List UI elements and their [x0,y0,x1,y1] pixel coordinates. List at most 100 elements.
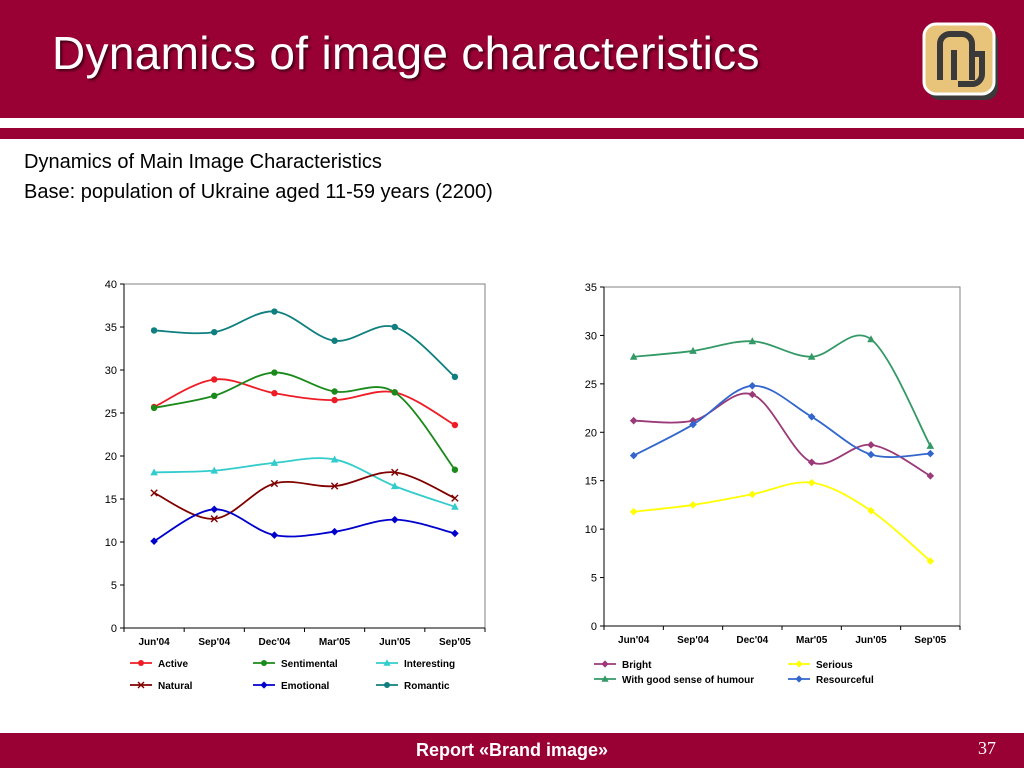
legend-marker [383,659,391,666]
data-point [150,489,158,497]
data-point [926,441,935,449]
data-point [150,537,158,545]
data-point [271,390,278,397]
legend-label: Natural [158,681,193,692]
data-point [629,451,638,460]
data-point [629,352,638,360]
data-point [271,369,278,376]
data-point [331,388,338,395]
legend-marker [601,675,609,682]
data-point [629,507,638,516]
slide-title: Dynamics of image characteristics [52,27,760,79]
y-tick-label: 25 [585,379,597,391]
data-point [689,420,697,429]
header-stripe [0,128,1024,139]
legend-marker [384,682,390,688]
x-tick-label: Jun'05 [379,637,411,648]
x-tick-label: Sep'05 [914,635,946,646]
series-line [153,378,456,426]
data-point [330,482,339,490]
series-bright [629,390,935,480]
data-point [270,531,279,539]
x-tick-label: Sep'05 [439,637,471,648]
data-point [270,458,279,466]
data-point [629,416,638,425]
y-tick-label: 40 [105,279,117,291]
series-serious [629,478,935,565]
x-tick-label: Sep'04 [198,637,230,648]
footer-bar [0,733,1024,768]
legend-label: With good sense of humour [622,675,754,686]
data-point [451,373,459,381]
series-natural [150,468,459,523]
series-interesting [150,455,459,510]
page-number: 37 [978,738,996,758]
y-tick-label: 0 [111,623,117,635]
x-tick-label: Mar'05 [796,635,828,646]
data-point [331,337,338,344]
series-romantic [150,308,459,381]
data-point [451,529,459,538]
series-resourceful [629,381,935,460]
data-point [150,404,158,412]
chart-subtitle: Dynamics of Main Image Characteristics [24,151,382,173]
data-point [926,449,935,458]
y-tick-label: 15 [105,494,117,506]
legend-label: Romantic [404,681,450,692]
data-point [211,392,218,399]
x-tick-label: Dec'04 [258,637,290,648]
data-point [391,323,398,331]
data-point [330,527,339,536]
data-point [210,515,218,523]
data-point [390,515,399,524]
legend-marker [137,681,145,689]
data-point [926,472,935,480]
data-point [150,327,158,334]
data-point [270,479,279,488]
company-logo-icon [922,22,998,100]
legend-marker [795,660,803,668]
title-bar [0,0,1024,118]
x-tick-label: Jun'04 [138,637,170,648]
series-line [633,384,931,458]
data-point [391,389,398,396]
data-point [451,421,459,429]
data-point [330,455,339,463]
data-point [807,458,816,467]
legend-label: Serious [816,660,853,671]
y-tick-label: 10 [105,537,117,549]
legend-marker [795,675,803,683]
data-point [689,416,697,425]
data-point [867,335,875,343]
y-tick-label: 35 [105,322,117,334]
series-with-good-sense-of-humour [629,334,935,449]
data-point [451,494,459,502]
legend-marker [138,660,144,666]
data-point [210,505,219,514]
data-point [748,337,757,345]
data-point [926,557,935,565]
data-point [748,490,757,499]
y-tick-label: 35 [585,282,597,294]
y-tick-label: 20 [105,451,117,463]
chart-base-note: Base: population of Ukraine aged 11-59 y… [24,181,493,203]
x-tick-label: Jun'05 [855,635,887,646]
data-point [211,376,218,383]
series-line [633,392,931,477]
data-point [689,501,697,509]
series-sentimental [150,369,459,473]
data-point [210,466,219,474]
y-tick-label: 5 [111,580,117,592]
y-tick-label: 15 [585,476,597,488]
series-line [154,457,456,508]
y-tick-label: 0 [591,621,597,633]
data-point [748,390,757,399]
data-point [211,328,218,336]
legend-marker [601,660,609,668]
data-point [451,466,459,473]
legend-label: Active [158,659,188,670]
y-tick-label: 10 [585,524,597,536]
series-line [153,471,456,520]
